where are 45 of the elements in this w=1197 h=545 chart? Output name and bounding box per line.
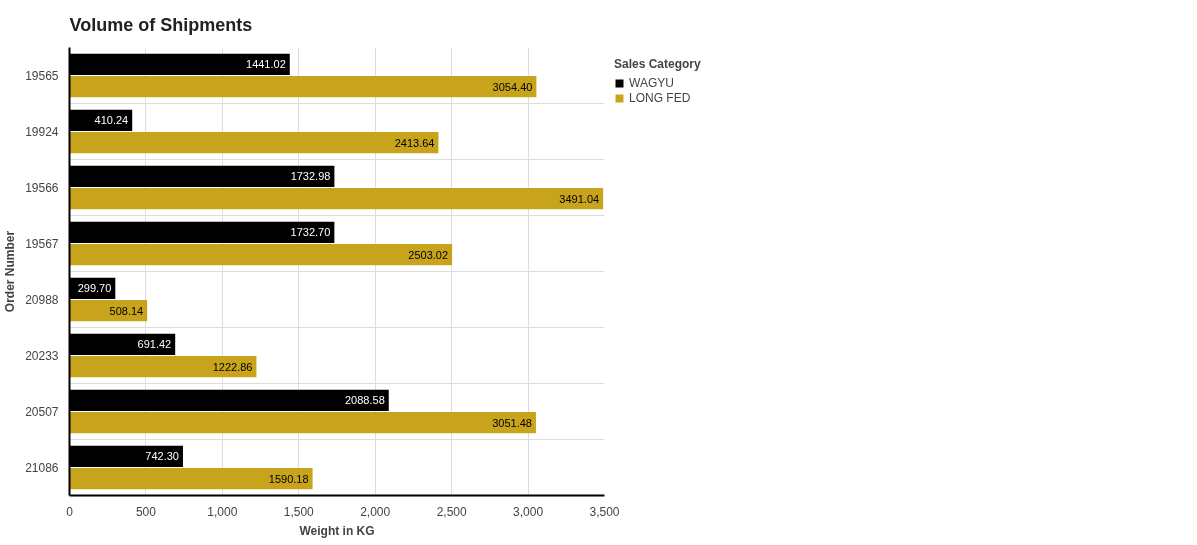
data-label: 691.42 xyxy=(137,338,172,351)
data-label: 508.14 xyxy=(109,304,144,317)
y-tick-label: 21086 xyxy=(25,461,59,475)
bar xyxy=(69,132,439,154)
y-axis-title: Order Number xyxy=(3,230,18,313)
bar xyxy=(69,356,257,378)
bar xyxy=(69,412,536,434)
x-tick-label: 3,000 xyxy=(513,504,544,519)
data-label: 3054.40 xyxy=(492,80,533,93)
data-label: 1222.86 xyxy=(212,360,253,373)
data-label: 1732.98 xyxy=(290,170,331,183)
y-tick-label: 19567 xyxy=(25,237,59,251)
y-tick-label: 19566 xyxy=(25,181,59,195)
legend-label: LONG FED xyxy=(629,91,691,105)
data-label: 742.30 xyxy=(145,450,179,463)
x-tick-label: 2,500 xyxy=(436,504,467,519)
x-axis-title: Weight in KG xyxy=(299,523,375,538)
data-label: 1590.18 xyxy=(268,472,309,485)
bar xyxy=(69,468,313,490)
chart-title: Volume of Shipments xyxy=(69,15,253,35)
x-tick-label: 1,000 xyxy=(207,504,238,519)
data-label: 3491.04 xyxy=(559,192,600,205)
legend-label: WAGYU xyxy=(629,76,674,90)
bar xyxy=(69,188,604,210)
data-label: 2503.02 xyxy=(408,248,449,261)
x-tick-label: 2,000 xyxy=(360,504,391,519)
y-tick-label: 20233 xyxy=(25,349,59,363)
y-tick-label: 20988 xyxy=(25,293,59,307)
bar xyxy=(69,76,537,98)
x-tick-label: 500 xyxy=(135,504,157,519)
x-tick-label: 3,500 xyxy=(589,504,620,519)
x-tick-label: 1,500 xyxy=(283,504,315,519)
y-tick-label: 20507 xyxy=(25,405,59,419)
y-tick-label: 19565 xyxy=(25,69,59,83)
y-tick-label: 19924 xyxy=(25,125,59,139)
data-label: 1732.70 xyxy=(290,226,331,239)
data-label: 2088.58 xyxy=(344,394,385,407)
data-label: 1441.02 xyxy=(246,58,286,71)
data-label: 299.70 xyxy=(77,282,112,295)
data-label: 410.24 xyxy=(94,114,129,127)
bar xyxy=(69,244,453,266)
x-tick-label: 0 xyxy=(66,504,74,519)
data-label: 3051.48 xyxy=(492,416,532,429)
legend-title: Sales Category xyxy=(614,57,701,71)
data-label: 2413.64 xyxy=(394,136,435,149)
